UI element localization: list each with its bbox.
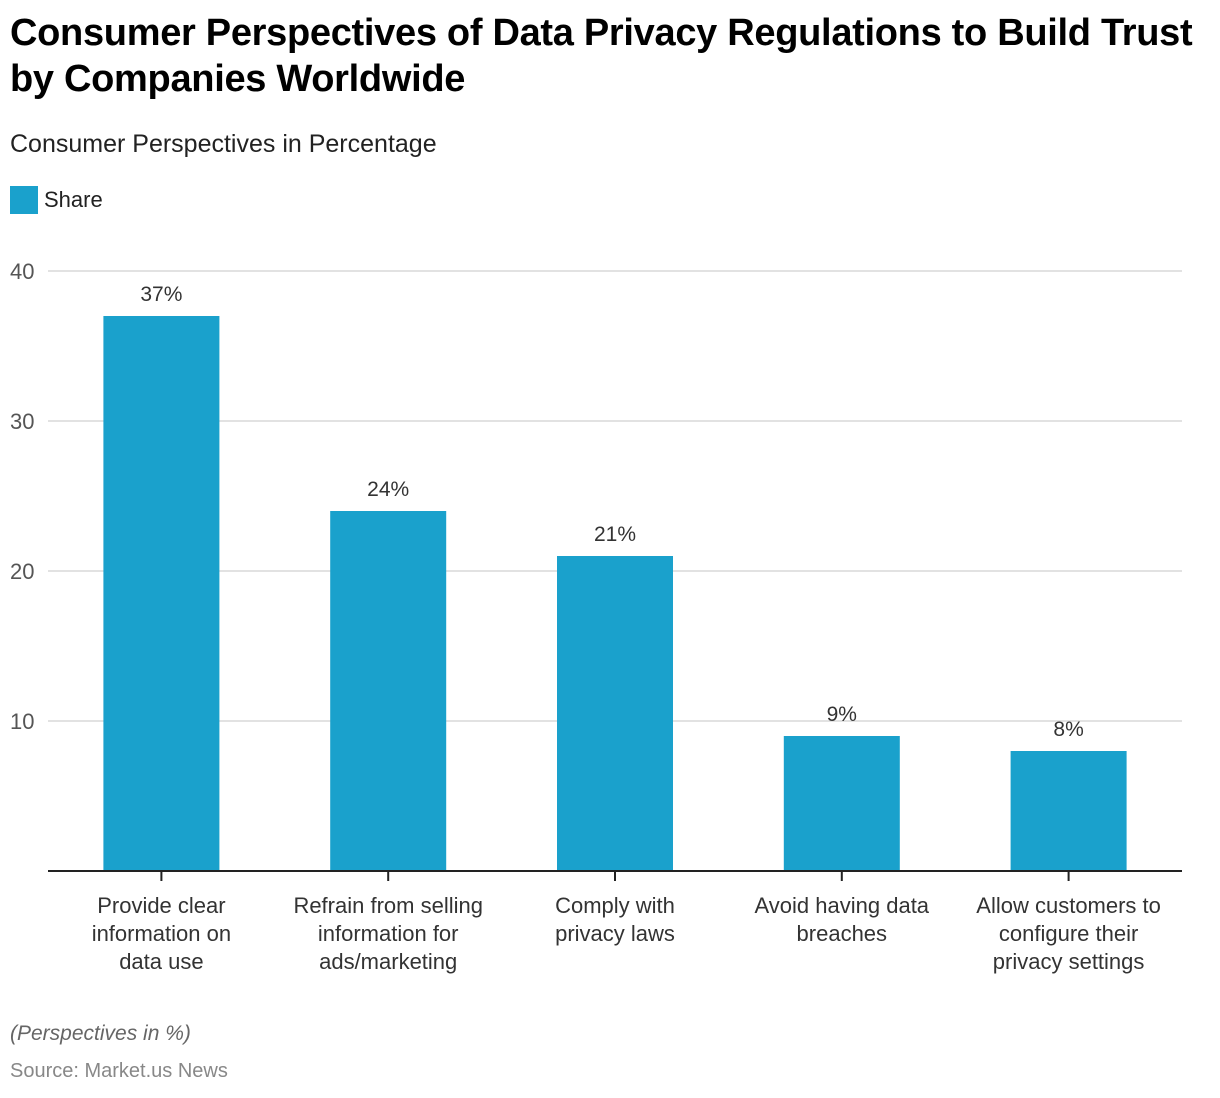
bars — [103, 316, 1127, 871]
x-tick-label-line: configure their — [999, 921, 1138, 946]
x-tick-label-line: privacy laws — [555, 921, 675, 946]
data-labels: 37% 24% 21% 9% 8% — [140, 283, 1083, 741]
y-tick-label: 10 — [10, 709, 34, 734]
y-axis-ticks: 10 20 30 40 — [10, 259, 34, 734]
source-note: Source: Market.us News — [10, 1060, 228, 1082]
bar — [1010, 751, 1127, 871]
x-tick-label-line: Refrain from selling — [293, 893, 483, 918]
x-tick-label-line: Avoid having data — [755, 893, 930, 918]
y-tick-label: 30 — [10, 409, 34, 434]
x-tick-label: Refrain from selling information for ads/m… — [293, 893, 483, 974]
x-tick-label: Allow customers to configure their privacy… — [976, 893, 1161, 974]
data-label: 8% — [1053, 718, 1083, 741]
chart-title: Consumer Perspectives of Data Privacy Re… — [10, 12, 1193, 100]
chart-subtitle: Consumer Perspectives in Percentage — [10, 130, 437, 158]
footnote: (Perspectives in %) — [10, 1022, 191, 1045]
x-tick-label-line: Allow customers to — [976, 893, 1161, 918]
legend-label-share: Share — [44, 187, 103, 212]
x-tick-label-line: data use — [119, 949, 203, 974]
x-tick-label-line: information for — [318, 921, 459, 946]
bar — [330, 511, 447, 871]
data-label: 24% — [367, 478, 409, 501]
x-tick-label-line: Comply with — [555, 893, 675, 918]
bar — [557, 556, 673, 871]
x-axis: Provide clear information on data use Refra… — [48, 870, 1182, 974]
x-tick-label-line: privacy settings — [993, 949, 1145, 974]
x-tick-label: Comply with privacy laws — [555, 893, 675, 946]
legend: Share — [10, 186, 103, 214]
data-label: 21% — [594, 523, 636, 546]
x-tick-label: Provide clear information on data use — [92, 893, 231, 974]
legend-swatch-share — [10, 186, 38, 214]
y-tick-label: 40 — [10, 259, 34, 284]
x-tick-label-line: information on — [92, 921, 231, 946]
bar — [783, 736, 900, 871]
x-tick-label-line: ads/marketing — [319, 949, 457, 974]
data-label: 9% — [827, 703, 857, 726]
data-label: 37% — [140, 283, 182, 306]
bar — [103, 316, 220, 871]
y-tick-label: 20 — [10, 559, 34, 584]
x-tick-label-line: breaches — [797, 921, 888, 946]
x-tick-label: Avoid having data breaches — [755, 893, 930, 946]
x-tick-label-line: Provide clear — [97, 893, 225, 918]
